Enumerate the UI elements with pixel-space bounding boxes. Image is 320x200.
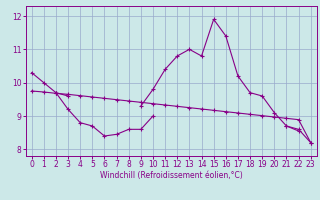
X-axis label: Windchill (Refroidissement éolien,°C): Windchill (Refroidissement éolien,°C)	[100, 171, 243, 180]
